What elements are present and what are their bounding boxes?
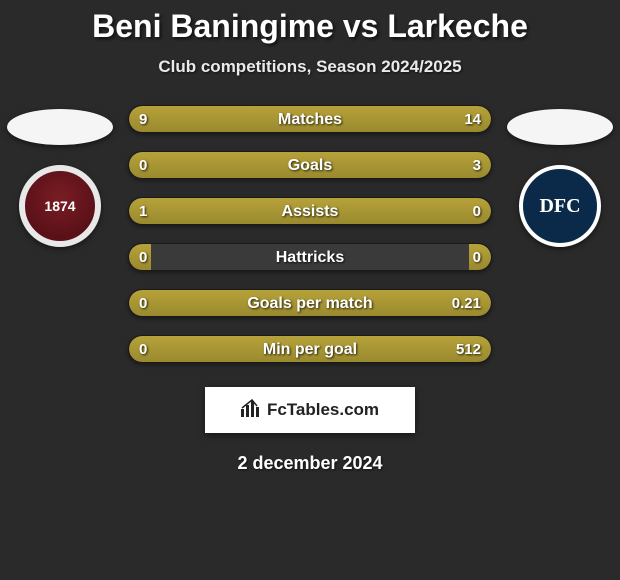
left-player-column: 1874	[0, 105, 120, 247]
bar-label: Min per goal	[129, 336, 491, 363]
stat-bar: 10Assists	[128, 197, 492, 225]
stat-bar: 00Hattricks	[128, 243, 492, 271]
left-player-ellipse	[7, 109, 113, 145]
date-text: 2 december 2024	[0, 453, 620, 474]
stat-bar: 00.21Goals per match	[128, 289, 492, 317]
right-player-column: DFC	[500, 105, 620, 247]
chart-icon	[241, 399, 261, 422]
page-title: Beni Baningime vs Larkeche	[0, 8, 620, 45]
bar-label: Matches	[129, 106, 491, 133]
stat-bar: 914Matches	[128, 105, 492, 133]
comparison-infographic: Beni Baningime vs Larkeche Club competit…	[0, 0, 620, 474]
right-club-crest: DFC	[519, 165, 601, 247]
bar-label: Goals per match	[129, 290, 491, 317]
right-player-ellipse	[507, 109, 613, 145]
bar-label: Goals	[129, 152, 491, 179]
bar-label: Assists	[129, 198, 491, 225]
stat-bar: 03Goals	[128, 151, 492, 179]
left-club-crest: 1874	[19, 165, 101, 247]
footer-brand-text: FcTables.com	[267, 400, 379, 420]
bar-label: Hattricks	[129, 244, 491, 271]
subtitle: Club competitions, Season 2024/2025	[0, 57, 620, 77]
content-row: 1874 914Matches 03Goals 10Assists 00Hattric…	[0, 105, 620, 363]
stat-bar: 0512Min per goal	[128, 335, 492, 363]
footer-brand-badge: FcTables.com	[205, 387, 415, 433]
right-crest-label: DFC	[539, 195, 580, 218]
left-crest-label: 1874	[44, 198, 75, 214]
stats-bars: 914Matches 03Goals 10Assists 00Hattricks 00.…	[120, 105, 500, 363]
